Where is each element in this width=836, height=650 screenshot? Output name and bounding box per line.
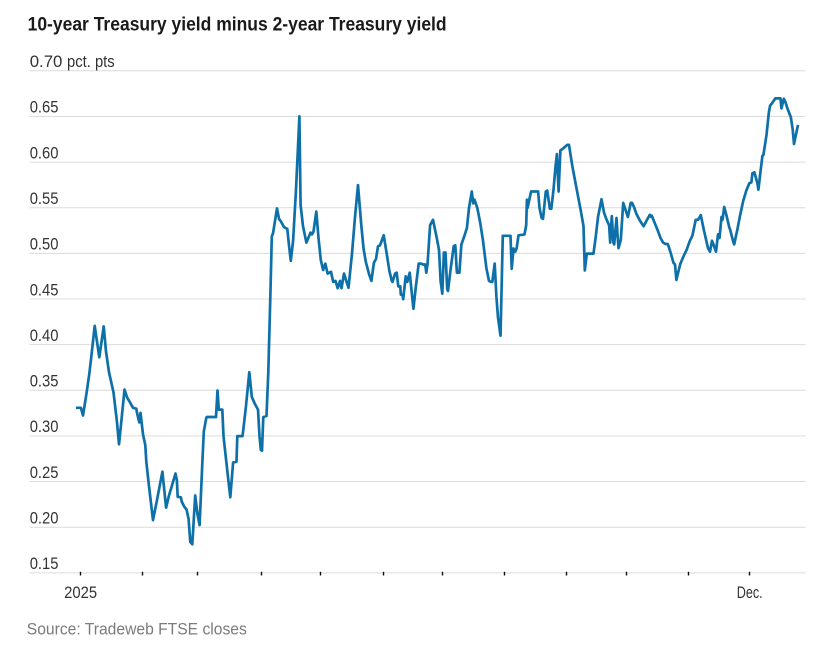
svg-text:0.20: 0.20 (30, 509, 59, 528)
svg-text:0.55: 0.55 (30, 189, 59, 208)
svg-text:0.60: 0.60 (30, 143, 59, 162)
svg-text:Source: Tradeweb FTSE closes: Source: Tradeweb FTSE closes (27, 620, 247, 638)
svg-text:0.35: 0.35 (30, 372, 59, 391)
svg-text:2025: 2025 (64, 583, 97, 602)
svg-text:10-year Treasury yield minus 2: 10-year Treasury yield minus 2-year Trea… (28, 14, 447, 36)
svg-text:0.70: 0.70 (30, 52, 63, 71)
svg-text:0.45: 0.45 (30, 280, 59, 299)
svg-text:pct. pts: pct. pts (67, 52, 115, 71)
svg-text:0.65: 0.65 (30, 98, 59, 117)
svg-text:Dec.: Dec. (737, 583, 763, 602)
svg-text:0.50: 0.50 (30, 235, 59, 254)
svg-text:0.15: 0.15 (30, 554, 59, 573)
svg-text:0.40: 0.40 (30, 326, 59, 345)
svg-text:0.25: 0.25 (30, 463, 59, 482)
svg-text:0.30: 0.30 (30, 417, 59, 436)
